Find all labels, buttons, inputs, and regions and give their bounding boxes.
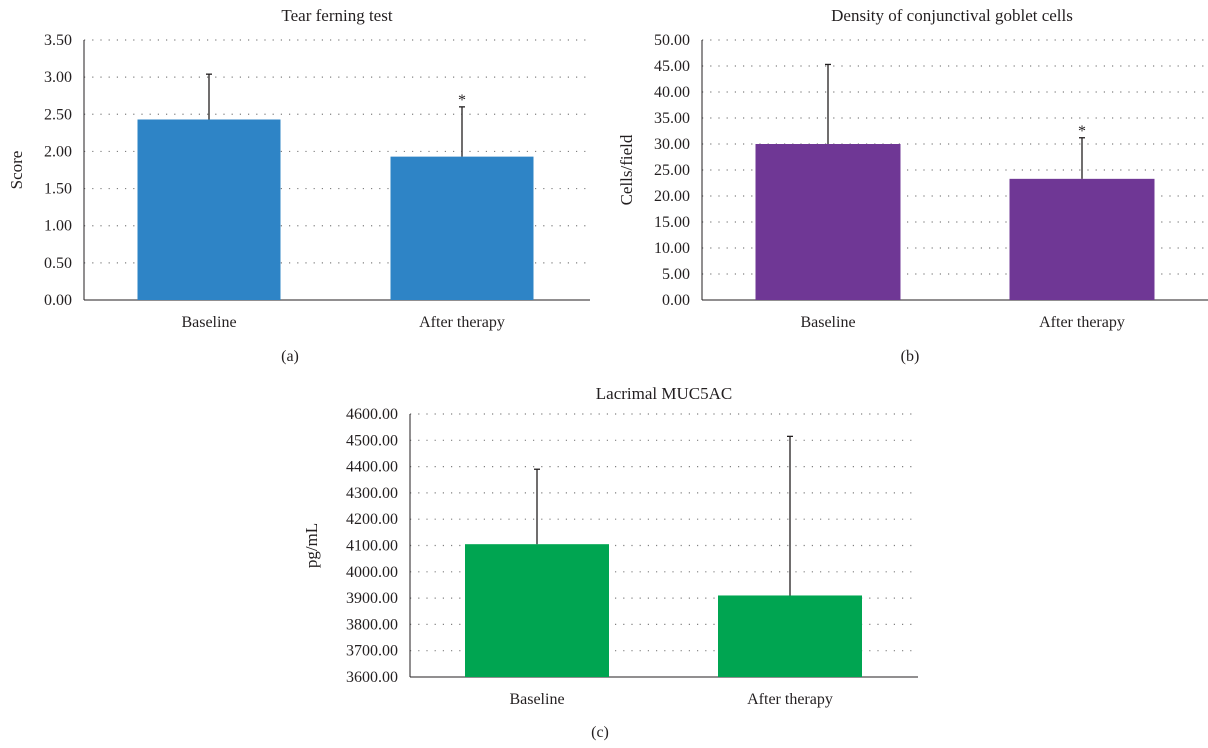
chart-title: Lacrimal MUC5AC: [596, 384, 732, 403]
y-tick-label: 25.00: [654, 162, 690, 179]
y-tick-label: 45.00: [654, 58, 690, 75]
significance-marker: *: [458, 92, 466, 109]
bar: [465, 544, 609, 677]
y-axis-label: pg/mL: [302, 523, 321, 568]
y-tick-label: 4600.00: [346, 406, 398, 423]
y-axis-label: Cells/field: [617, 134, 636, 205]
y-tick-label: 4500.00: [346, 432, 398, 449]
chart-a: 0.00 0.50 1.00 1.50 2.00 2.50 3.00 3.50 Baseline…: [7, 6, 590, 365]
y-axis-label: Score: [7, 151, 26, 190]
y-tick-label: 3.50: [44, 32, 72, 49]
x-tick-label: Baseline: [509, 691, 564, 708]
significance-marker: *: [1078, 123, 1086, 140]
y-tick-label: 3900.00: [346, 590, 398, 607]
chart-b: 0.00 5.00 10.00 15.00 20.00 25.00 30.00 35.00 40…: [617, 6, 1208, 365]
y-tick-label: 4400.00: [346, 459, 398, 476]
y-tick-label: 2.50: [44, 106, 72, 123]
y-tick-label: 4000.00: [346, 564, 398, 581]
y-tick-label: 4100.00: [346, 538, 398, 555]
y-tick-label: 1.50: [44, 181, 72, 198]
y-tick-label: 4300.00: [346, 485, 398, 502]
panel-label: (b): [901, 348, 920, 365]
y-tick-label: 5.00: [662, 266, 690, 283]
y-tick-label: 0.50: [44, 255, 72, 272]
bar: [137, 119, 281, 300]
chart-title: Density of conjunctival goblet cells: [831, 6, 1073, 25]
panel-label: (a): [281, 348, 299, 365]
chart-c: 3600.00 3700.00 3800.00 3900.00 4000.00 4100.…: [302, 384, 918, 741]
panel-label: (c): [591, 724, 609, 741]
chart-title: Tear ferning test: [281, 6, 392, 25]
y-tick-label: 50.00: [654, 32, 690, 49]
y-tick-label: 40.00: [654, 84, 690, 101]
x-tick-label: Baseline: [800, 314, 855, 331]
y-tick-label: 0.00: [662, 292, 690, 309]
y-tick-label: 3600.00: [346, 669, 398, 686]
y-tick-label: 0.00: [44, 292, 72, 309]
bar: [1009, 178, 1155, 300]
y-tick-label: 3.00: [44, 69, 72, 86]
y-tick-label: 2.00: [44, 143, 72, 160]
bar: [718, 595, 862, 677]
bar: [390, 156, 534, 300]
y-tick-label: 3800.00: [346, 616, 398, 633]
bar: [755, 144, 901, 300]
y-tick-label: 30.00: [654, 136, 690, 153]
y-tick-label: 4200.00: [346, 511, 398, 528]
x-tick-label: Baseline: [181, 314, 236, 331]
y-tick-label: 1.00: [44, 218, 72, 235]
x-tick-label: After therapy: [1039, 314, 1125, 331]
y-tick-label: 20.00: [654, 188, 690, 205]
x-tick-label: After therapy: [747, 691, 833, 708]
y-tick-label: 10.00: [654, 240, 690, 257]
y-tick-label: 3700.00: [346, 643, 398, 660]
y-tick-label: 15.00: [654, 214, 690, 231]
x-tick-label: After therapy: [419, 314, 505, 331]
y-tick-label: 35.00: [654, 110, 690, 127]
